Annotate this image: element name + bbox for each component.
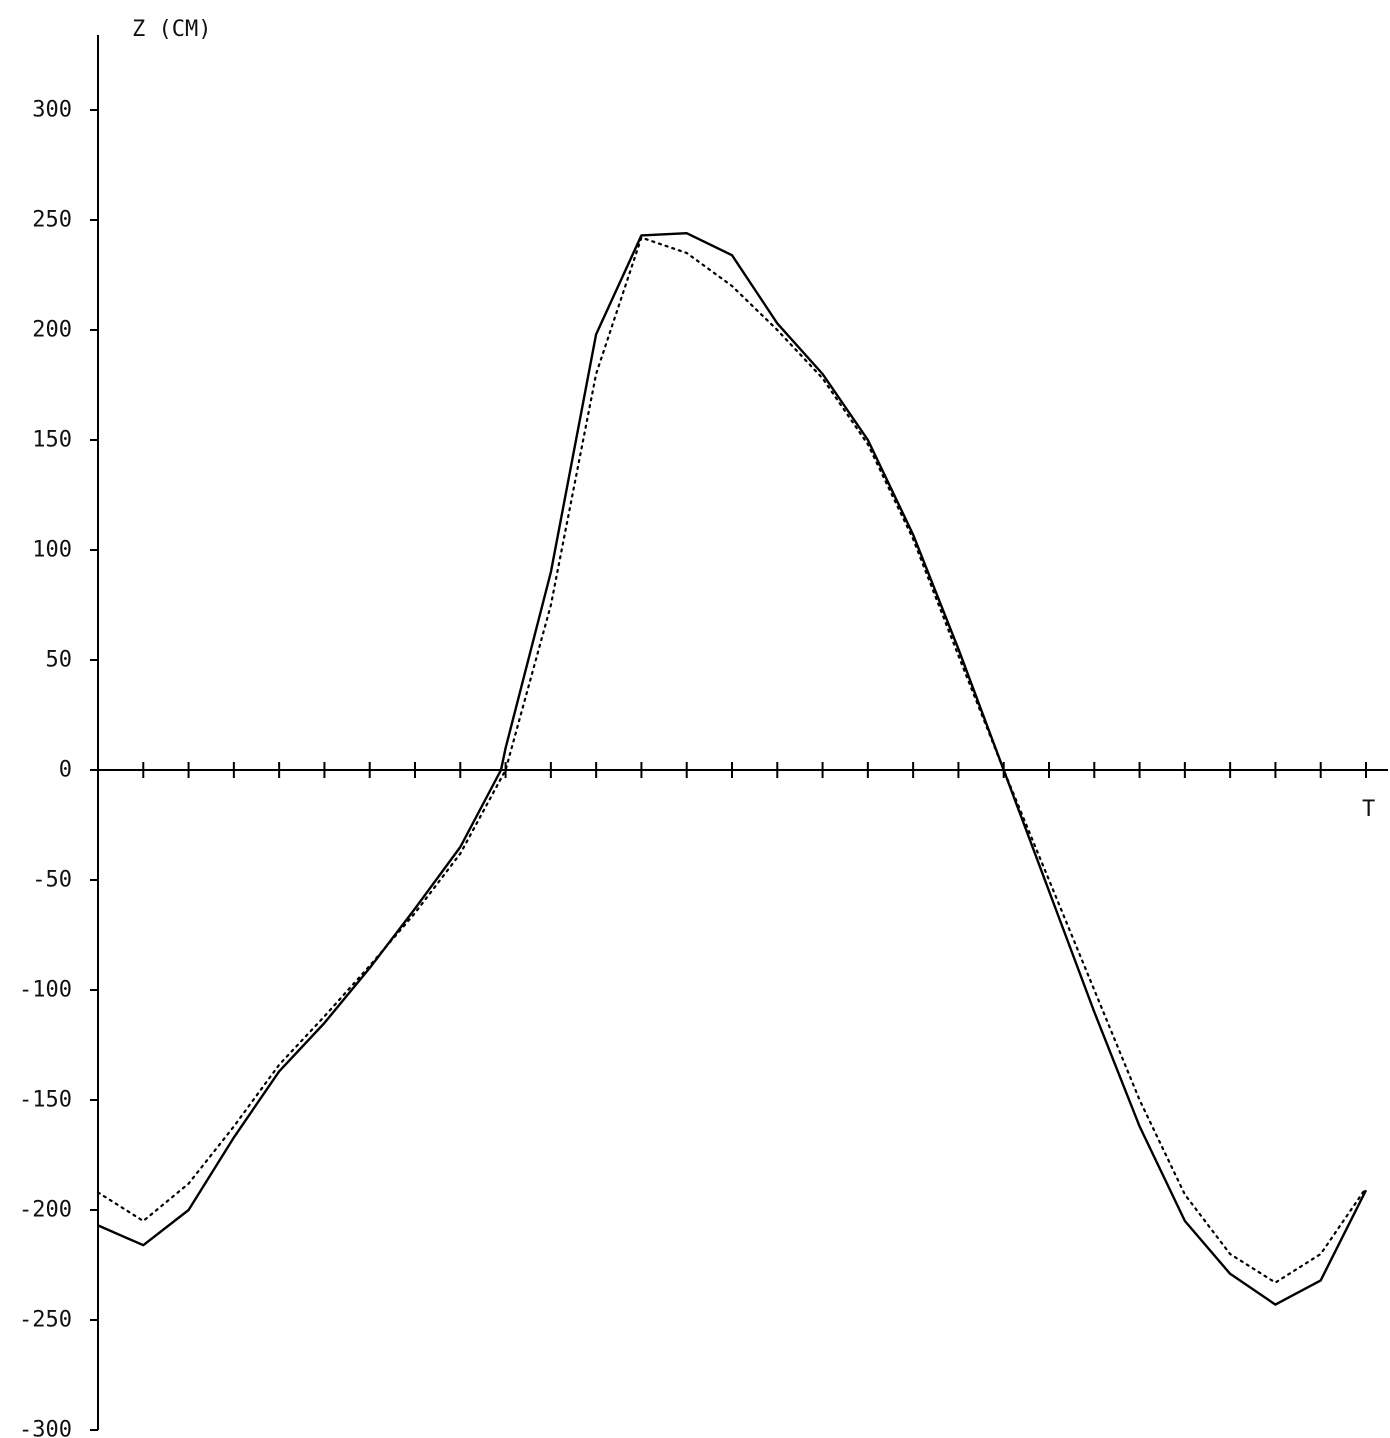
y-tick-label: 150: [32, 428, 72, 453]
y-tick-label: 250: [32, 208, 72, 233]
y-tick-label: -300: [19, 1418, 72, 1438]
y-ticks: [90, 109, 98, 1431]
y-tick-label: 50: [46, 648, 73, 673]
y-tick-label: -50: [32, 868, 72, 893]
series-line-solid: [97, 231, 1368, 1306]
y-tick-label: -150: [19, 1088, 72, 1113]
y-tick-labels: 300 250 200 150 100 50 0 -50 -100 -150 -200 -250 -30…: [19, 98, 72, 1438]
y-tick-label: 0: [59, 758, 72, 783]
y-tick-label: 200: [32, 318, 72, 343]
y-tick-label: -250: [19, 1308, 72, 1333]
y-tick-label: -200: [19, 1198, 72, 1223]
x-ticks: [142, 762, 1367, 778]
series-line-dotted: [96, 236, 1368, 1284]
y-tick-label: 100: [32, 538, 72, 563]
y-tick-label: -100: [19, 978, 72, 1003]
series-layer: [96, 231, 1368, 1306]
y-axis-title: Z (CM): [132, 17, 211, 42]
y-tick-label: 300: [32, 98, 72, 123]
x-axis-title: T: [1362, 797, 1375, 822]
